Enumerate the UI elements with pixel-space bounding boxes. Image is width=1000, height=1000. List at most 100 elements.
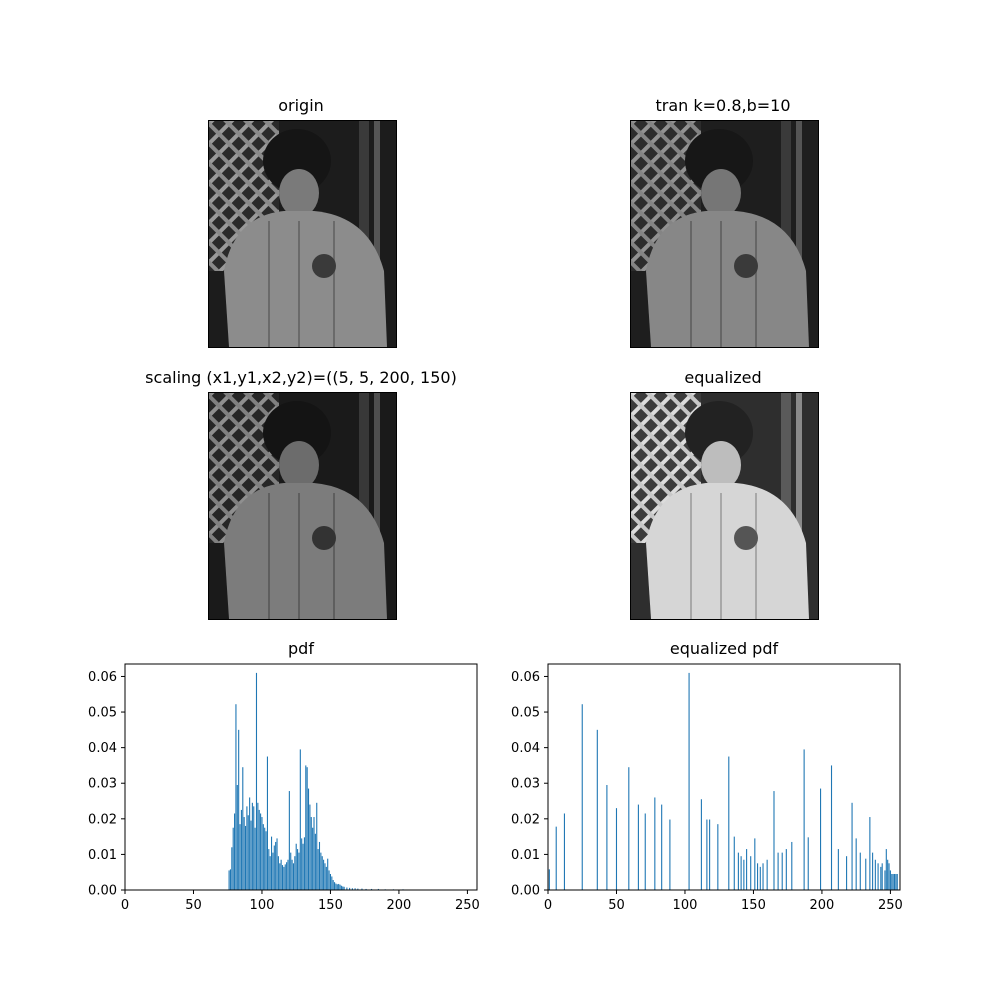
chart-0-bar — [279, 863, 281, 890]
chart-0-bar — [275, 841, 277, 890]
chart-1-bar — [596, 729, 598, 890]
chart-0-x-tick-label: 200 — [387, 898, 412, 913]
chart-1-bar — [728, 756, 730, 890]
chart-1-bar — [865, 858, 867, 890]
equalized-title: equalized — [684, 368, 762, 387]
chart-0-bar — [240, 809, 242, 890]
chart-0-bar — [351, 888, 353, 890]
chart-0-bar — [370, 888, 373, 890]
chart-0-bar — [297, 849, 299, 890]
chart-0-bar — [257, 802, 259, 890]
chart-1-bar — [754, 838, 756, 890]
chart-1-y-tick-label: 0.04 — [511, 741, 540, 756]
chart-0-bar — [236, 785, 238, 890]
chart-1-bar — [893, 873, 896, 890]
chart-0-bar — [335, 883, 337, 890]
chart-0-y-tick-label: 0.03 — [88, 777, 117, 792]
chart-1-bar — [884, 870, 886, 890]
chart-0-bar — [324, 863, 326, 890]
chart-0-bar — [316, 802, 318, 890]
origin-title: origin — [278, 96, 324, 115]
chart-0-y-tick-label: 0.06 — [88, 670, 117, 685]
chart-0-bar — [229, 869, 232, 890]
chart-1-bar — [700, 799, 702, 890]
chart-1-bar — [709, 819, 711, 890]
chart-0-bar — [243, 817, 245, 890]
chart-0-bar — [251, 802, 253, 890]
chart-0-bar — [266, 756, 268, 890]
chart-0-x-tick-label: 50 — [185, 898, 202, 913]
chart-0-bar — [294, 856, 296, 890]
chart-1-bar — [892, 873, 894, 890]
chart-0-y-tick-label: 0.04 — [88, 741, 117, 756]
chart-0-frame — [124, 663, 478, 891]
chart-1-bar — [661, 804, 663, 890]
chart-0-bar — [318, 841, 321, 890]
chart-1-bar — [555, 826, 557, 890]
chart-0-bar — [321, 856, 323, 890]
chart-1-bar — [581, 704, 583, 890]
chart-0-x-tick-label: 150 — [318, 898, 343, 913]
chart-0-y-tick-label: 0.00 — [88, 884, 117, 899]
chart-1-bar — [737, 852, 739, 890]
chart-0-bar — [276, 838, 278, 890]
chart-0-bar — [306, 767, 308, 890]
chart-0-bar — [329, 873, 331, 890]
chart-0-bar — [250, 820, 252, 890]
chart-0-bar — [310, 817, 312, 890]
chart-1-frame — [547, 663, 901, 891]
chart-0-bar — [298, 852, 300, 890]
chart-0-bar — [365, 888, 367, 890]
chart-0-bar — [255, 672, 258, 890]
scaling-title: scaling (x1,y1,x2,y2)=((5, 5, 200, 150) — [145, 368, 457, 387]
chart-1-bar — [563, 813, 565, 890]
chart-0-bar — [325, 866, 327, 890]
chart-1-bar — [762, 863, 764, 890]
chart-0-bar — [260, 813, 262, 890]
chart-0-y-tick-label: 0.01 — [88, 848, 117, 863]
tran-title: tran k=0.8,b=10 — [655, 96, 791, 115]
chart-0-bar — [287, 859, 289, 890]
chart-1-bar — [869, 817, 871, 890]
chart-0-bar — [320, 852, 322, 890]
chart-1-bar — [872, 852, 874, 890]
chart-0-bar — [342, 886, 344, 890]
chart-0-bar — [246, 806, 248, 890]
chart-1-bar — [837, 849, 839, 890]
chart-1-x-tick-label: 150 — [741, 898, 766, 913]
chart-1-bar — [740, 856, 742, 890]
chart-0-bar — [312, 827, 314, 890]
chart-1-bar — [688, 672, 690, 890]
chart-0-bar — [349, 887, 351, 890]
chart-1-bar — [606, 785, 608, 890]
chart-1-title: equalized pdf — [670, 639, 779, 658]
chart-0-bar — [261, 817, 263, 890]
chart-1-x-tick-label: 250 — [878, 898, 903, 913]
chart-1-bar — [644, 813, 646, 890]
chart-0-bar — [228, 870, 230, 890]
equalized-image — [630, 392, 819, 620]
chart-1-bar — [891, 873, 893, 890]
chart-0-bar — [309, 804, 311, 890]
chart-0-x-tick-label: 100 — [250, 898, 275, 913]
chart-1-bar — [830, 765, 833, 890]
chart-0-bar — [273, 845, 275, 890]
chart-1-y-tick-label: 0.03 — [511, 777, 540, 792]
chart-1-bar — [777, 852, 779, 890]
chart-0-bar — [265, 831, 267, 890]
chart-1-bar — [889, 870, 891, 890]
chart-0-bar — [303, 837, 305, 890]
chart-1-bar — [896, 873, 898, 890]
chart-0-bar — [307, 788, 310, 890]
chart-1-bar — [706, 819, 708, 890]
chart-1-bar — [888, 863, 890, 890]
chart-1-bar — [807, 837, 809, 890]
chart-1-x-tick-label: 50 — [608, 898, 625, 913]
chart-0-bar — [327, 858, 329, 890]
chart-0-bar — [305, 765, 307, 890]
chart-1-bar — [880, 866, 882, 890]
chart-0-bar — [249, 797, 251, 890]
chart-0-bar — [332, 880, 334, 890]
chart-0-bar — [288, 791, 290, 890]
chart-0-bar — [286, 862, 288, 890]
